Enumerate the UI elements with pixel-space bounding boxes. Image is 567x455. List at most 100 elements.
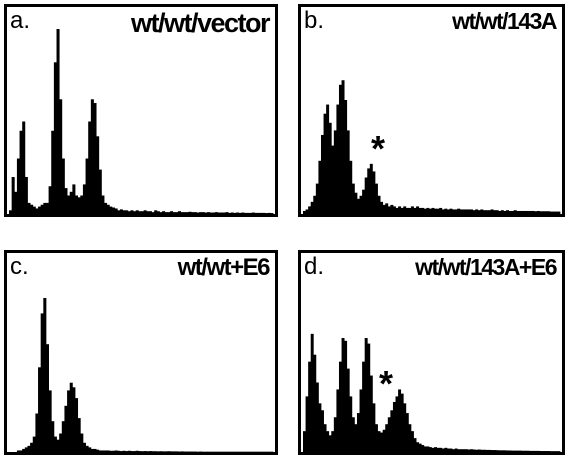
histogram-bar-b-7 (321, 135, 324, 214)
histogram-bar-c-52 (146, 451, 149, 452)
histogram-bar-a-2 (14, 192, 17, 214)
histogram-bar-d-13 (336, 389, 339, 452)
histogram-bar-b-49 (429, 209, 432, 214)
histogram-bar-c-45 (128, 451, 131, 452)
histogram-bar-b-69 (480, 209, 483, 214)
histogram-bar-d-30 (380, 433, 383, 452)
histogram-bar-a-29 (86, 159, 89, 215)
histogram-bar-b-10 (329, 123, 332, 214)
histogram-bar-c-10 (35, 414, 38, 453)
histogram-bar-b-80 (509, 211, 512, 214)
histogram-bar-d-19 (352, 417, 355, 452)
histogram-bar-d-2 (308, 362, 311, 452)
histogram-bar-a-5 (22, 122, 25, 215)
histogram-panel-c: c. wt/wt+E6 (4, 250, 278, 455)
histogram-bar-a-82 (225, 212, 228, 214)
histogram-bar-c-7 (27, 446, 30, 452)
histogram-bar-d-16 (344, 341, 347, 452)
histogram-bar-b-40 (406, 208, 409, 214)
histogram-bar-d-72 (488, 450, 491, 452)
histogram-bar-b-4 (313, 196, 316, 214)
histogram-bar-b-6 (318, 161, 321, 214)
histogram-bar-c-24 (72, 387, 75, 452)
histogram-bar-d-69 (480, 450, 483, 452)
histogram-bar-c-16 (51, 421, 54, 452)
histogram-bar-a-20 (62, 159, 65, 215)
histogram-bar-a-59 (165, 212, 168, 214)
histogram-bar-b-33 (388, 206, 391, 214)
histogram-bar-d-88 (529, 451, 532, 452)
histogram-bar-b-23 (362, 190, 365, 214)
histogram-bar-b-75 (496, 210, 499, 214)
histogram-bar-d-55 (444, 448, 447, 452)
histogram-bar-d-95 (547, 451, 550, 452)
histogram-bar-a-36 (104, 203, 107, 214)
histogram-bar-d-26 (370, 376, 373, 452)
histogram-bar-c-32 (93, 449, 96, 452)
histogram-panel-d: d. wt/wt/143A+E6 * (298, 250, 565, 455)
histogram-bar-c-59 (165, 451, 168, 452)
histogram-bar-b-89 (532, 211, 535, 214)
histogram-bar-d-37 (398, 389, 401, 452)
histogram-bar-d-98 (555, 451, 558, 452)
histogram-bar-a-45 (128, 211, 131, 214)
histogram-bar-b-63 (465, 209, 468, 214)
histogram-bar-a-86 (236, 213, 239, 214)
histogram-bar-b-78 (503, 211, 506, 214)
histogram-bar-b-2 (308, 206, 311, 214)
histogram-bar-d-81 (511, 451, 514, 452)
histogram-bar-b-96 (550, 212, 553, 214)
histogram-bar-d-5 (316, 383, 319, 453)
histogram-bar-a-72 (199, 212, 202, 214)
histogram-bar-b-14 (339, 85, 342, 214)
histogram-bar-b-90 (534, 211, 537, 214)
histogram-bar-a-53 (149, 211, 152, 214)
histogram-bar-c-33 (96, 450, 99, 452)
histogram-bar-d-34 (390, 410, 393, 452)
histogram-bar-a-56 (157, 211, 160, 214)
histogram-bar-a-46 (130, 210, 133, 214)
histogram-bar-b-3 (311, 202, 314, 214)
histogram-bar-c-17 (54, 437, 57, 452)
histogram-bar-d-46 (421, 445, 424, 452)
histogram-bar-d-99 (557, 451, 560, 452)
histogram-bar-d-25 (367, 344, 370, 452)
histogram-bar-b-9 (326, 105, 329, 214)
histogram-bar-d-74 (493, 450, 496, 452)
histogram-bar-a-21 (64, 188, 67, 214)
histogram-bar-b-34 (390, 205, 393, 214)
histogram-bar-b-15 (342, 80, 345, 214)
panel-title-d: wt/wt/143A+E6 (415, 256, 556, 279)
histogram-bar-a-25 (75, 196, 78, 215)
histogram-bar-d-75 (496, 450, 499, 452)
histogram-bar-d-44 (416, 442, 419, 452)
histogram-bar-d-47 (424, 446, 427, 452)
histogram-bar-a-54 (152, 212, 155, 214)
histogram-panel-a: a. wt/wt/vector (4, 4, 278, 217)
histogram-bar-d-65 (470, 449, 473, 452)
histogram-bar-b-51 (434, 209, 437, 214)
histogram-plot-b (301, 7, 562, 214)
histogram-bar-b-55 (444, 209, 447, 214)
histogram-bar-d-24 (365, 338, 368, 452)
histogram-bar-d-0 (303, 431, 306, 452)
panel-letter-d: d. (304, 255, 324, 279)
histogram-bar-b-73 (491, 209, 494, 214)
histogram-bar-d-68 (478, 450, 481, 453)
histogram-bar-d-80 (509, 450, 512, 452)
histogram-bar-b-64 (467, 209, 470, 214)
histogram-bar-d-54 (442, 449, 445, 452)
histogram-bar-d-78 (503, 450, 506, 452)
histogram-bar-d-64 (467, 450, 470, 453)
histogram-bar-d-71 (485, 450, 488, 452)
histogram-bar-a-32 (93, 103, 96, 214)
histogram-bar-d-45 (419, 444, 422, 452)
histogram-bar-b-39 (403, 206, 406, 214)
histogram-bar-b-18 (349, 161, 352, 214)
histogram-bar-a-39 (112, 208, 115, 214)
histogram-bar-b-0 (303, 211, 306, 214)
histogram-bar-b-16 (344, 100, 347, 214)
histogram-bar-b-86 (524, 211, 527, 214)
histogram-bar-c-5 (22, 449, 25, 452)
panel-letter-c: c. (10, 255, 29, 279)
